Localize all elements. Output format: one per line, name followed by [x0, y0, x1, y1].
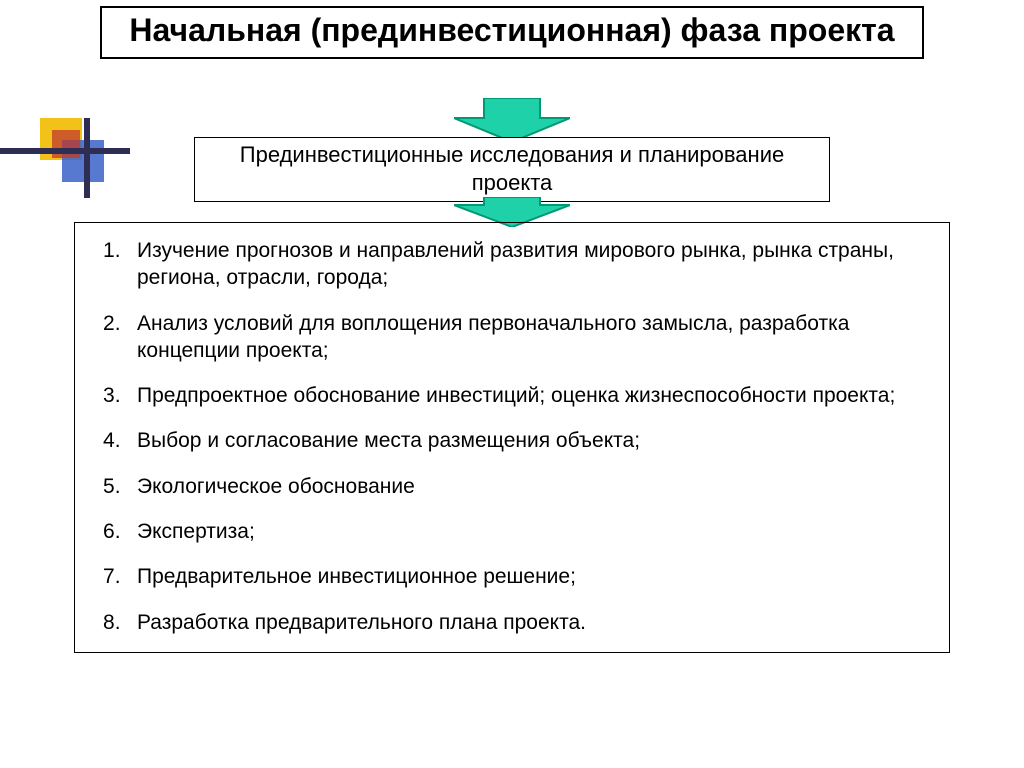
decor-shapes — [0, 118, 130, 198]
list-item: Изучение прогнозов и направлений развити… — [97, 237, 927, 292]
list-item-text: Экологическое обоснование — [137, 475, 415, 498]
list-item-text: Изучение прогнозов и направлений развити… — [137, 239, 894, 289]
arrow-down-1-icon — [454, 98, 570, 142]
numbered-list: Изучение прогнозов и направлений развити… — [97, 237, 927, 636]
list-item: Предпроектное обоснование инвестиций; оц… — [97, 382, 927, 409]
list-item: Анализ условий для воплощения первоначал… — [97, 310, 927, 365]
list-item: Разработка предварительного плана проект… — [97, 609, 927, 636]
list-item-text: Предварительное инвестиционное решение; — [137, 565, 576, 588]
list-item-text: Разработка предварительного плана проект… — [137, 611, 586, 634]
title-box: Начальная (прединвестиционная) фаза прое… — [100, 6, 924, 59]
list-item-text: Экспертиза; — [137, 520, 255, 543]
subtitle-text: Прединвестиционные исследования и планир… — [240, 142, 784, 195]
list-item: Предварительное инвестиционное решение; — [97, 563, 927, 590]
list-box: Изучение прогнозов и направлений развити… — [74, 222, 950, 653]
list-item: Экологическое обоснование — [97, 473, 927, 500]
list-item-text: Выбор и согласование места размещения об… — [137, 429, 640, 452]
title-text: Начальная (прединвестиционная) фаза прое… — [129, 12, 894, 48]
list-item-text: Предпроектное обоснование инвестиций; оц… — [137, 384, 895, 407]
list-item: Выбор и согласование места размещения об… — [97, 427, 927, 454]
subtitle-box: Прединвестиционные исследования и планир… — [194, 137, 830, 202]
list-item-text: Анализ условий для воплощения первоначал… — [137, 312, 849, 362]
list-item: Экспертиза; — [97, 518, 927, 545]
